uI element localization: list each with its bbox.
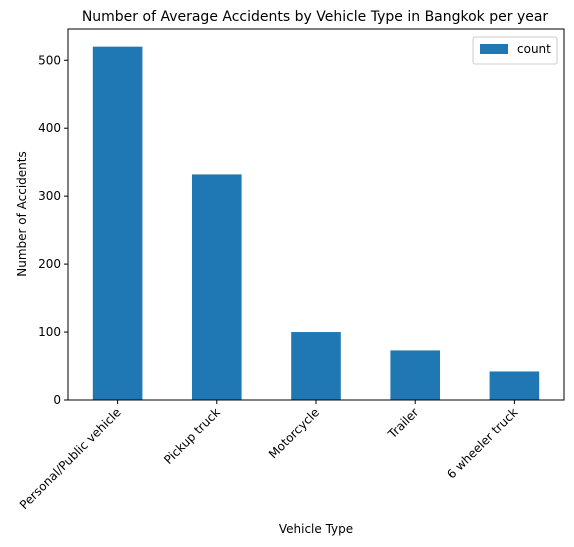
bar-3 [390, 350, 440, 400]
legend: count [472, 36, 558, 65]
y-axis-ticks: 0 100 200 300 400 500 [38, 53, 68, 407]
bars-group [92, 46, 540, 401]
legend-box [472, 36, 558, 65]
bar-2 [291, 332, 341, 400]
plot-area: 0 100 200 300 400 500 Personal/Public vehicle… [17, 28, 565, 512]
y-axis-label: Number of Accidents [15, 151, 29, 277]
y-tick-label-3: 300 [38, 189, 61, 203]
y-tick-label-0: 0 [53, 393, 61, 407]
chart-title: Number of Average Accidents by Vehicle T… [82, 9, 549, 25]
x-tick-label-1: Pickup truck [161, 405, 223, 467]
x-axis-ticks: Personal/Public vehicle Pickup truck Motor… [17, 400, 521, 512]
x-tick-label-3: Trailer [385, 405, 422, 442]
x-tick-label-4: 6 wheeler truck [444, 405, 520, 481]
y-tick-label-4: 400 [38, 121, 61, 135]
y-tick-label-5: 500 [38, 53, 61, 67]
y-tick-label-2: 200 [38, 257, 61, 271]
legend-label-count: count [517, 42, 551, 56]
y-tick-label-1: 100 [38, 325, 61, 339]
bar-0 [92, 46, 143, 401]
legend-swatch-count [480, 44, 508, 54]
x-tick-label-0: Personal/Public vehicle [17, 405, 124, 512]
x-tick-label-2: Motorcycle [266, 405, 322, 461]
bar-4 [489, 371, 540, 400]
bar-1 [192, 174, 242, 400]
x-axis-label: Vehicle Type [279, 522, 353, 536]
